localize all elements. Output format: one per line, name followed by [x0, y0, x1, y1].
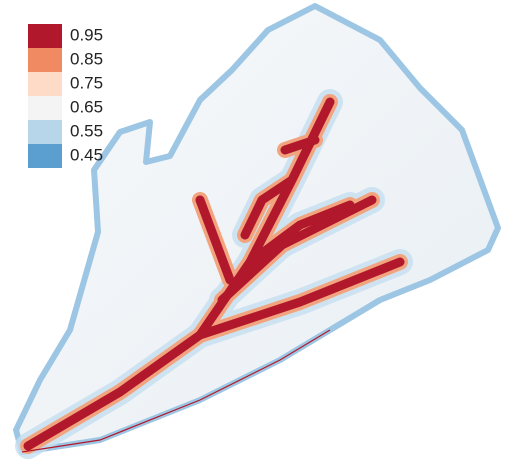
channel [23, 97, 405, 451]
terrain [13, 3, 501, 459]
legend-label: 0.65 [70, 97, 103, 116]
legend-swatch [28, 120, 62, 144]
legend-swatch [28, 144, 62, 168]
legend-label: 0.95 [70, 25, 103, 44]
legend: 0.95 0.85 0.75 0.65 0.55 0.45 [28, 24, 103, 168]
legend-label: 0.45 [70, 145, 103, 164]
legend-swatch [28, 24, 62, 48]
edge-line [21, 329, 331, 453]
legend-swatch [28, 96, 62, 120]
legend-label: 0.85 [70, 49, 103, 68]
legend-label: 0.75 [70, 73, 103, 92]
legend-swatch [28, 72, 62, 96]
legend-label: 0.55 [70, 121, 103, 140]
legend-swatch [28, 48, 62, 72]
